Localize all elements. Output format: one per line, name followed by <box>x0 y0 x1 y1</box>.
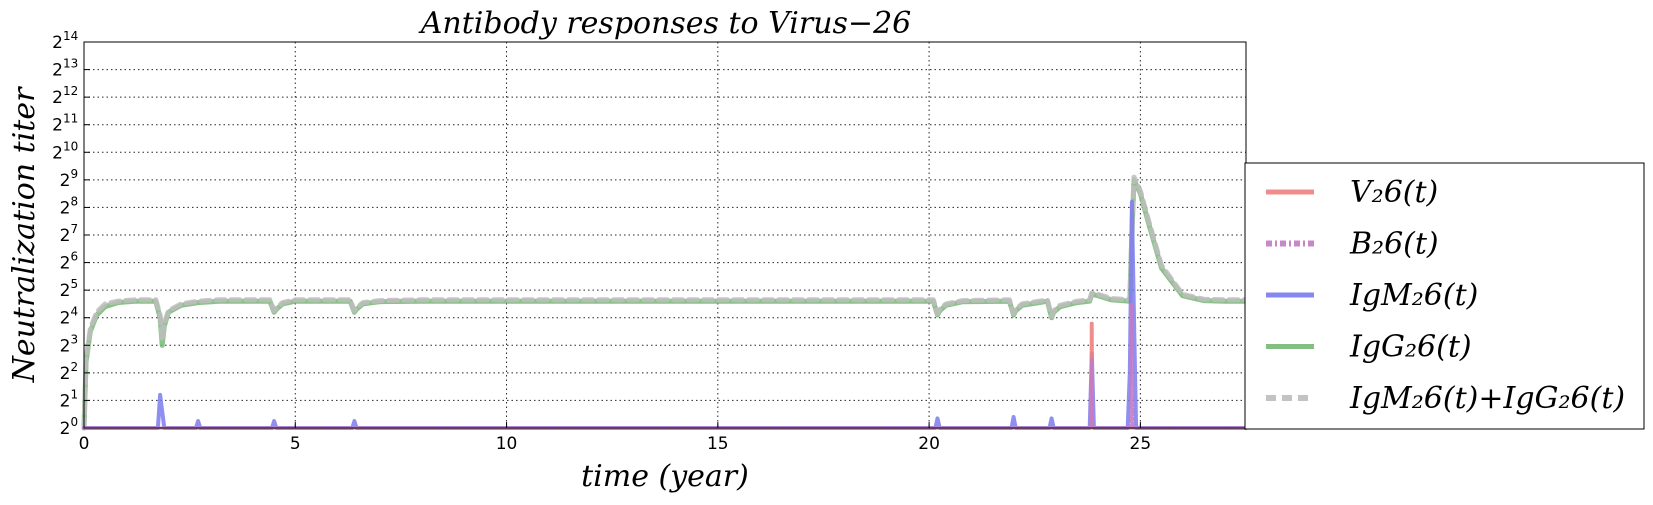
y-tick-exponent: 6 <box>71 250 79 264</box>
x-tick-label: 5 <box>290 434 301 454</box>
legend-label: IgG₂6(t) <box>1349 330 1472 365</box>
series-line <box>81 177 1249 431</box>
y-tick-label: 2 <box>60 364 71 384</box>
legend-label: V₂6(t) <box>1350 175 1438 210</box>
y-tick-exponent: 0 <box>71 415 79 429</box>
y-tick-exponent: 8 <box>71 194 79 208</box>
y-tick-label: 2 <box>60 226 71 246</box>
y-tick-label: 2 <box>52 116 63 136</box>
y-tick-label: 2 <box>60 336 71 356</box>
x-ticks: 0 5 10 15 20 25 <box>79 422 1152 454</box>
series-line <box>82 321 1248 430</box>
y-tick-label: 2 <box>52 88 63 108</box>
y-tick-exponent: 1 <box>71 387 79 401</box>
y-ticks: 2 02 12 22 32 42 52 62 72 82 92 102 112 122 132 14 <box>52 29 90 439</box>
y-tick-exponent: 14 <box>63 29 78 43</box>
y-tick-label: 2 <box>52 33 63 53</box>
y-tick-exponent: 12 <box>63 84 78 98</box>
y-tick-exponent: 5 <box>71 277 79 291</box>
legend: V₂6(t) B₂6(t) IgM₂6(t) IgG₂6(t) IgM₂6(t)+IgG… <box>1244 162 1645 430</box>
y-tick-label: 2 <box>60 281 71 301</box>
series-line <box>82 302 1248 430</box>
y-tick-exponent: 4 <box>71 305 79 319</box>
legend-label: IgM₂6(t) <box>1349 278 1478 313</box>
y-tick-label: 2 <box>52 143 63 163</box>
y-tick-label: 2 <box>52 61 63 81</box>
y-tick-label: 2 <box>60 171 71 191</box>
y-tick-exponent: 13 <box>63 57 78 71</box>
chart-title: Antibody responses to Virus−26 <box>418 6 912 41</box>
y-tick-exponent: 11 <box>63 112 78 126</box>
y-tick-exponent: 9 <box>71 167 79 181</box>
y-tick-label: 2 <box>60 309 71 329</box>
y-tick-label: 2 <box>60 419 71 439</box>
series-line <box>82 199 1248 430</box>
legend-label: B₂6(t) <box>1349 227 1439 262</box>
x-tick-label: 25 <box>1130 434 1152 454</box>
series-layer <box>81 174 1249 431</box>
legend-label: IgM₂6(t)+IgG₂6(t) <box>1349 381 1625 416</box>
y-tick-exponent: 2 <box>71 360 79 374</box>
y-tick-exponent: 10 <box>63 139 78 153</box>
grid <box>84 42 1246 428</box>
y-axis-label: Neutralization titer <box>7 86 42 384</box>
x-tick-label: 15 <box>707 434 729 454</box>
y-tick-exponent: 3 <box>71 332 79 346</box>
x-tick-label: 0 <box>79 434 90 454</box>
y-tick-label: 2 <box>60 198 71 218</box>
x-axis-label: time (year) <box>581 459 749 494</box>
y-tick-label: 2 <box>60 391 71 411</box>
y-tick-label: 2 <box>60 254 71 274</box>
x-tick-label: 20 <box>918 434 940 454</box>
x-tick-label: 10 <box>496 434 518 454</box>
y-tick-exponent: 7 <box>71 222 79 236</box>
